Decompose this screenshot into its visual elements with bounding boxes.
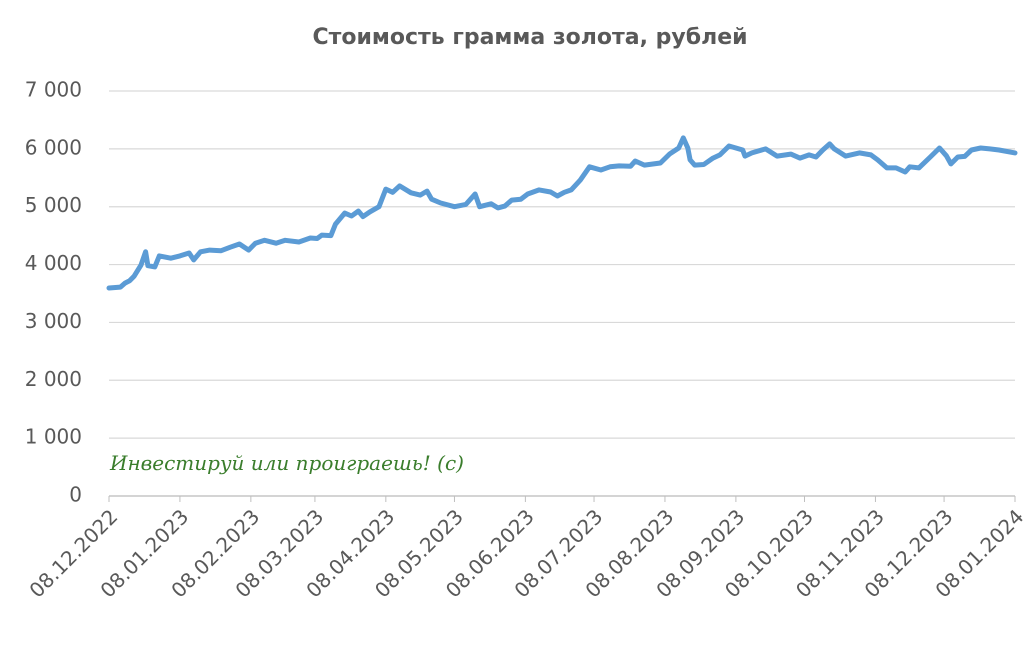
y-tick-label: 6 000 xyxy=(25,135,82,159)
y-tick-label: 7 000 xyxy=(25,78,82,102)
y-tick-label: 2 000 xyxy=(25,367,82,391)
y-tick-label: 3 000 xyxy=(25,309,82,333)
chart-title: Стоимость грамма золота, рублей xyxy=(312,25,747,50)
y-tick-label: 4 000 xyxy=(25,251,82,275)
y-tick-label: 0 xyxy=(69,483,82,507)
annotation: Инвестируй или проиграешь! (с) xyxy=(109,451,464,475)
line-series xyxy=(106,135,1018,291)
y-tick-label: 1 000 xyxy=(25,425,82,449)
y-tick-label: 5 000 xyxy=(25,193,82,217)
